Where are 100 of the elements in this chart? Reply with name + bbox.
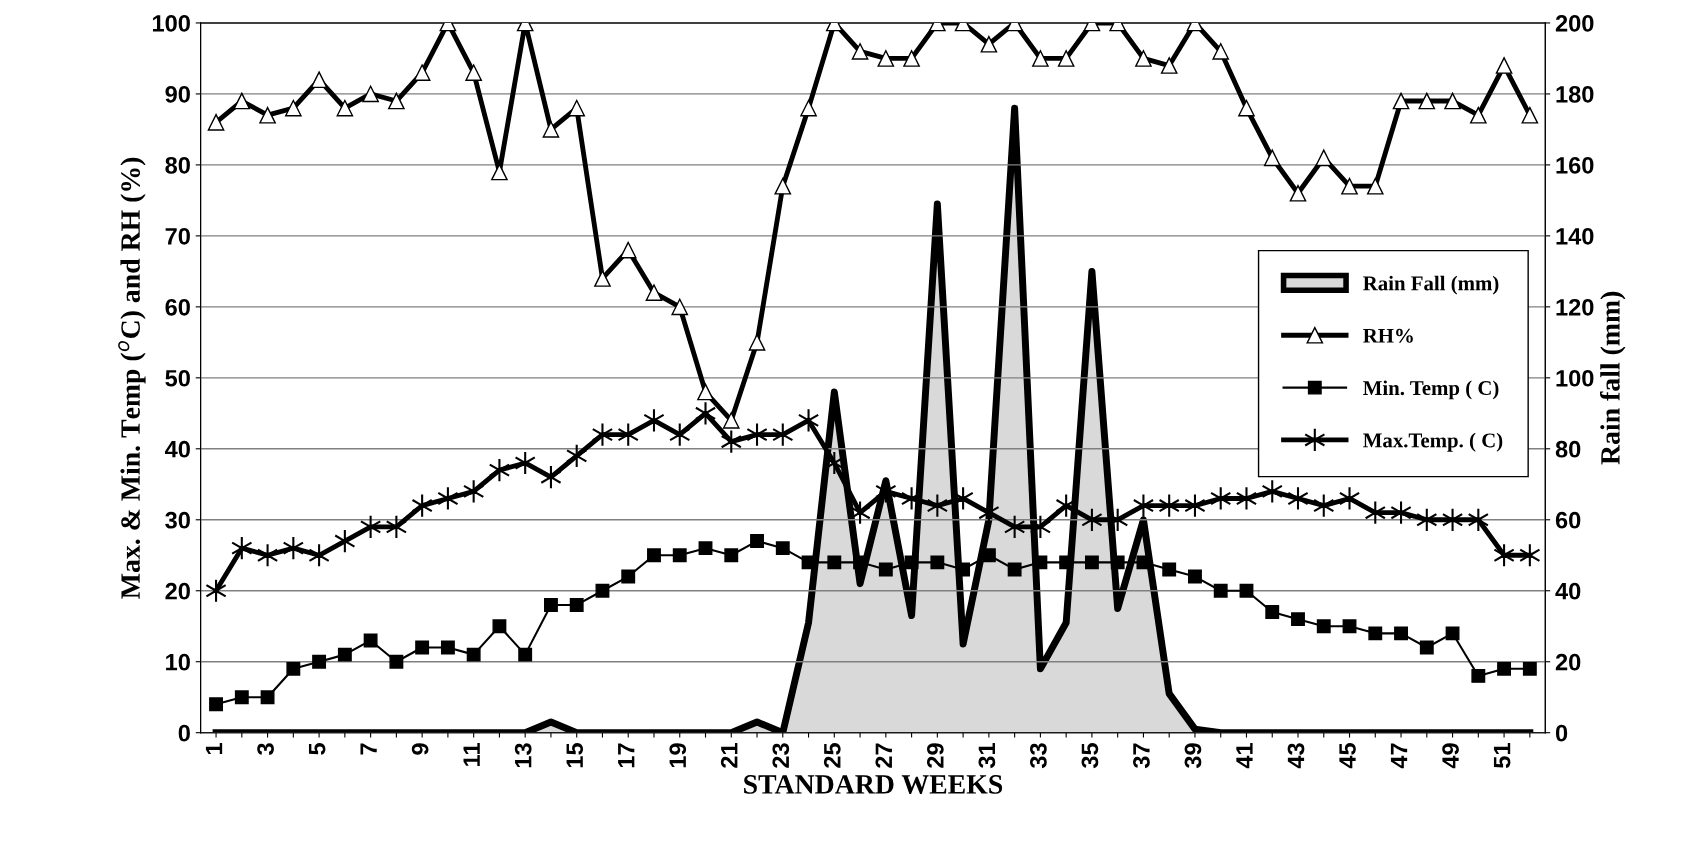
point: [336, 99, 354, 117]
y2-tick-label: 0: [1555, 724, 1568, 742]
y2-tick-label: 40: [1555, 582, 1581, 600]
x-axis-title: STANDARD WEEKS: [744, 775, 1003, 794]
point: [385, 514, 408, 540]
x-tick-label: 7: [360, 743, 377, 755]
x-tick-label: 11: [463, 743, 480, 766]
y2-tick-label: 200: [1555, 15, 1594, 32]
y2-tick-label: 60: [1555, 511, 1581, 529]
point: [1521, 106, 1539, 124]
point: [1445, 626, 1460, 641]
point: [256, 543, 279, 568]
point: [488, 457, 511, 483]
legend-label: RH%: [1363, 328, 1413, 343]
x-tick-label: 43: [1287, 743, 1305, 769]
point: [619, 241, 637, 259]
point: [1107, 507, 1129, 532]
point: [207, 113, 225, 131]
point: [1467, 507, 1489, 532]
x-tick-label: 29: [926, 743, 944, 768]
point: [492, 619, 507, 634]
point: [569, 597, 584, 612]
point: [1081, 507, 1103, 532]
point: [389, 654, 404, 669]
point: [1342, 619, 1357, 634]
point: [1057, 50, 1075, 67]
x-tick-label: 41: [1236, 743, 1253, 769]
y-tick-label: 0: [178, 724, 190, 742]
point: [980, 35, 998, 53]
point: [1364, 500, 1386, 525]
point: [720, 429, 742, 454]
point: [466, 647, 481, 662]
point: [904, 555, 919, 570]
point: [310, 71, 328, 89]
point: [750, 534, 764, 549]
x-tick-label: 49: [1442, 743, 1459, 769]
point: [1029, 514, 1052, 540]
y2-axis-title: Rain fall (mm): [1599, 291, 1626, 465]
point: [1110, 555, 1125, 570]
point: [337, 647, 352, 662]
point: [772, 422, 794, 447]
y2-tick-label: 180: [1556, 85, 1594, 103]
point: [671, 298, 689, 316]
legend-label: Max.Temp. ( C): [1363, 432, 1503, 452]
point: [209, 697, 224, 712]
y-tick-label: 100: [152, 15, 190, 32]
point: [1059, 555, 1074, 570]
point: [1239, 583, 1254, 598]
point: [1287, 486, 1309, 511]
point: [259, 106, 276, 124]
point: [566, 443, 588, 469]
x-tick-label: 17: [618, 743, 635, 768]
point: [1084, 555, 1099, 570]
point: [285, 99, 302, 117]
point: [260, 690, 275, 705]
x-tick-label: 15: [566, 743, 584, 768]
x-tick-label: 9: [411, 743, 429, 755]
y-tick-label: 30: [165, 511, 190, 529]
x-tick-label: 51: [1493, 743, 1511, 768]
point: [1007, 562, 1022, 577]
point: [672, 548, 687, 563]
point: [746, 422, 768, 447]
point: [591, 422, 614, 447]
point: [594, 270, 611, 287]
point: [1263, 149, 1281, 167]
point: [465, 64, 482, 81]
point: [362, 85, 379, 103]
x-tick-label: 13: [514, 743, 532, 768]
point: [1289, 184, 1307, 202]
point: [981, 548, 996, 563]
y-tick-label: 50: [165, 369, 190, 387]
point: [542, 121, 560, 138]
point: [621, 569, 636, 584]
point: [1313, 493, 1335, 518]
y2-tick-label: 20: [1555, 653, 1581, 671]
y-tick-label: 80: [165, 156, 190, 174]
point: [1522, 661, 1537, 676]
point: [415, 640, 430, 655]
point: [1212, 43, 1230, 60]
point: [800, 99, 817, 117]
point: [1419, 640, 1434, 655]
point: [697, 383, 714, 401]
y-tick-label: 70: [165, 227, 190, 245]
x-tick-label: 19: [669, 743, 687, 768]
point: [903, 50, 920, 67]
point: [797, 408, 820, 433]
point: [877, 50, 895, 67]
point: [518, 647, 533, 662]
point: [1184, 493, 1206, 518]
point: [1519, 543, 1541, 568]
y2-tick-label: 140: [1556, 227, 1594, 245]
point: [647, 548, 661, 563]
y-tick-label: 40: [164, 440, 190, 458]
point: [1469, 106, 1487, 124]
point: [205, 578, 227, 603]
point: [1238, 99, 1255, 117]
point: [286, 661, 301, 676]
point: [1392, 92, 1410, 110]
point: [617, 422, 639, 447]
point: [540, 465, 562, 490]
